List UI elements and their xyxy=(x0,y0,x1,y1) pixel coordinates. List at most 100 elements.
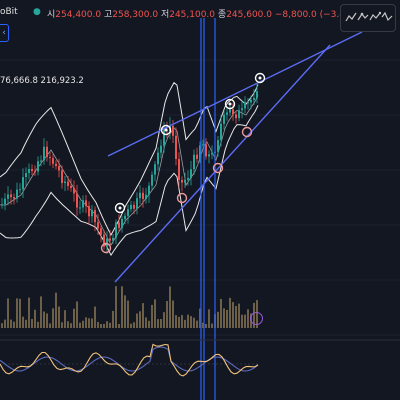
candle-body xyxy=(157,152,159,165)
compare-icon[interactable] xyxy=(357,11,369,23)
candle-body xyxy=(25,173,27,178)
volume-bar xyxy=(157,319,159,328)
volume-bar xyxy=(145,317,147,328)
volume-bar xyxy=(205,323,207,328)
pivot-high-dot xyxy=(228,102,232,106)
candle-body xyxy=(136,198,138,209)
candlesticks xyxy=(1,83,258,254)
volume-bar xyxy=(181,315,183,328)
pivot-low-marker xyxy=(212,162,224,174)
candle-body xyxy=(70,185,72,188)
volume-bar xyxy=(106,321,108,328)
pivot-high-dot xyxy=(258,76,262,80)
volume-bar xyxy=(121,286,123,328)
grid-lines xyxy=(0,59,400,336)
volume-bar xyxy=(229,297,231,328)
candle-body xyxy=(184,179,186,183)
volume-bar xyxy=(79,322,81,328)
candle-body xyxy=(58,165,60,171)
candle-body xyxy=(91,210,93,217)
pivot-high-marker xyxy=(114,202,126,214)
trendline-lower xyxy=(114,44,331,283)
volume-bar xyxy=(244,314,246,328)
collapse-legend-button[interactable]: ‹ xyxy=(0,24,9,42)
pivot-markers[interactable] xyxy=(100,72,266,254)
low-value: 245,100.0 xyxy=(169,10,216,20)
volume-bar xyxy=(76,301,78,328)
volume-bar xyxy=(40,296,42,328)
candle-body xyxy=(139,192,141,199)
candle-body xyxy=(55,163,57,166)
volume-bar xyxy=(64,310,66,328)
candle-body xyxy=(4,198,6,205)
measure-icon[interactable] xyxy=(369,11,381,23)
candle-body xyxy=(88,206,90,217)
pivot-high-marker xyxy=(254,72,266,84)
candle-body xyxy=(28,168,30,174)
open-value: 254,400.0 xyxy=(55,10,102,20)
candle-body xyxy=(211,152,213,155)
candle-body xyxy=(37,161,39,172)
volume-bar xyxy=(193,317,195,328)
volume-bar xyxy=(19,298,21,328)
candle-body xyxy=(130,204,132,210)
status-dot-icon: ● xyxy=(33,7,41,17)
volume-bar xyxy=(241,314,243,328)
volume-bar xyxy=(52,308,54,328)
pivot-low-marker xyxy=(176,192,188,204)
volume-bar xyxy=(70,323,72,328)
change-value: −8,800.0 (−3.46%) xyxy=(274,10,363,20)
close-value: 245,600.0 xyxy=(226,10,272,20)
candle-body xyxy=(226,112,228,115)
pivot-high-dot xyxy=(118,206,122,210)
candle-body xyxy=(64,181,66,184)
volume-bar xyxy=(46,313,48,328)
candle-body xyxy=(217,140,219,152)
trendlines[interactable] xyxy=(107,31,363,283)
volume-bar xyxy=(136,313,138,328)
reset-chart-button[interactable] xyxy=(250,312,263,325)
volume-bar xyxy=(124,295,126,328)
volume-bar xyxy=(73,308,75,328)
candle-body xyxy=(178,159,180,180)
volume-bar xyxy=(97,321,99,328)
volume-bar xyxy=(130,323,132,328)
candle-body xyxy=(100,228,102,235)
volume-bar xyxy=(94,306,96,328)
candle-body xyxy=(10,194,12,198)
candle-body xyxy=(49,157,51,159)
candle-body xyxy=(16,189,18,199)
candle-body xyxy=(241,108,243,111)
oscillator-main-line xyxy=(0,343,259,377)
volume-bar xyxy=(175,315,177,328)
magnet-icon[interactable] xyxy=(381,11,393,23)
chart-line-icon[interactable] xyxy=(345,11,357,23)
vertical-marker-lines[interactable] xyxy=(200,18,216,400)
pivot-low-marker xyxy=(100,242,112,254)
volume-bar xyxy=(28,297,30,328)
candle-body xyxy=(199,145,201,159)
volume-bar xyxy=(100,323,102,328)
volume-bar xyxy=(25,319,27,328)
pivot-high-marker xyxy=(224,98,236,110)
candle-body xyxy=(103,234,105,247)
trendline-upper xyxy=(107,31,363,157)
candle-body xyxy=(34,171,36,173)
volume-bar xyxy=(67,321,69,328)
volume-bar xyxy=(154,299,156,328)
drawing-toolbar[interactable] xyxy=(340,4,396,32)
candle-body xyxy=(229,109,231,113)
volume-bar xyxy=(34,309,36,328)
volume-bar xyxy=(169,286,171,328)
volume-bar xyxy=(208,309,210,328)
volume-bar xyxy=(217,311,219,328)
volume-bar xyxy=(55,292,57,328)
candle-body xyxy=(109,238,111,241)
volume-bar xyxy=(151,304,153,328)
candle-body xyxy=(244,102,246,109)
candle-body xyxy=(160,145,162,153)
low-label: 저 xyxy=(160,10,170,20)
exchange-name: oBit xyxy=(0,7,18,17)
volume-bar xyxy=(223,308,225,328)
